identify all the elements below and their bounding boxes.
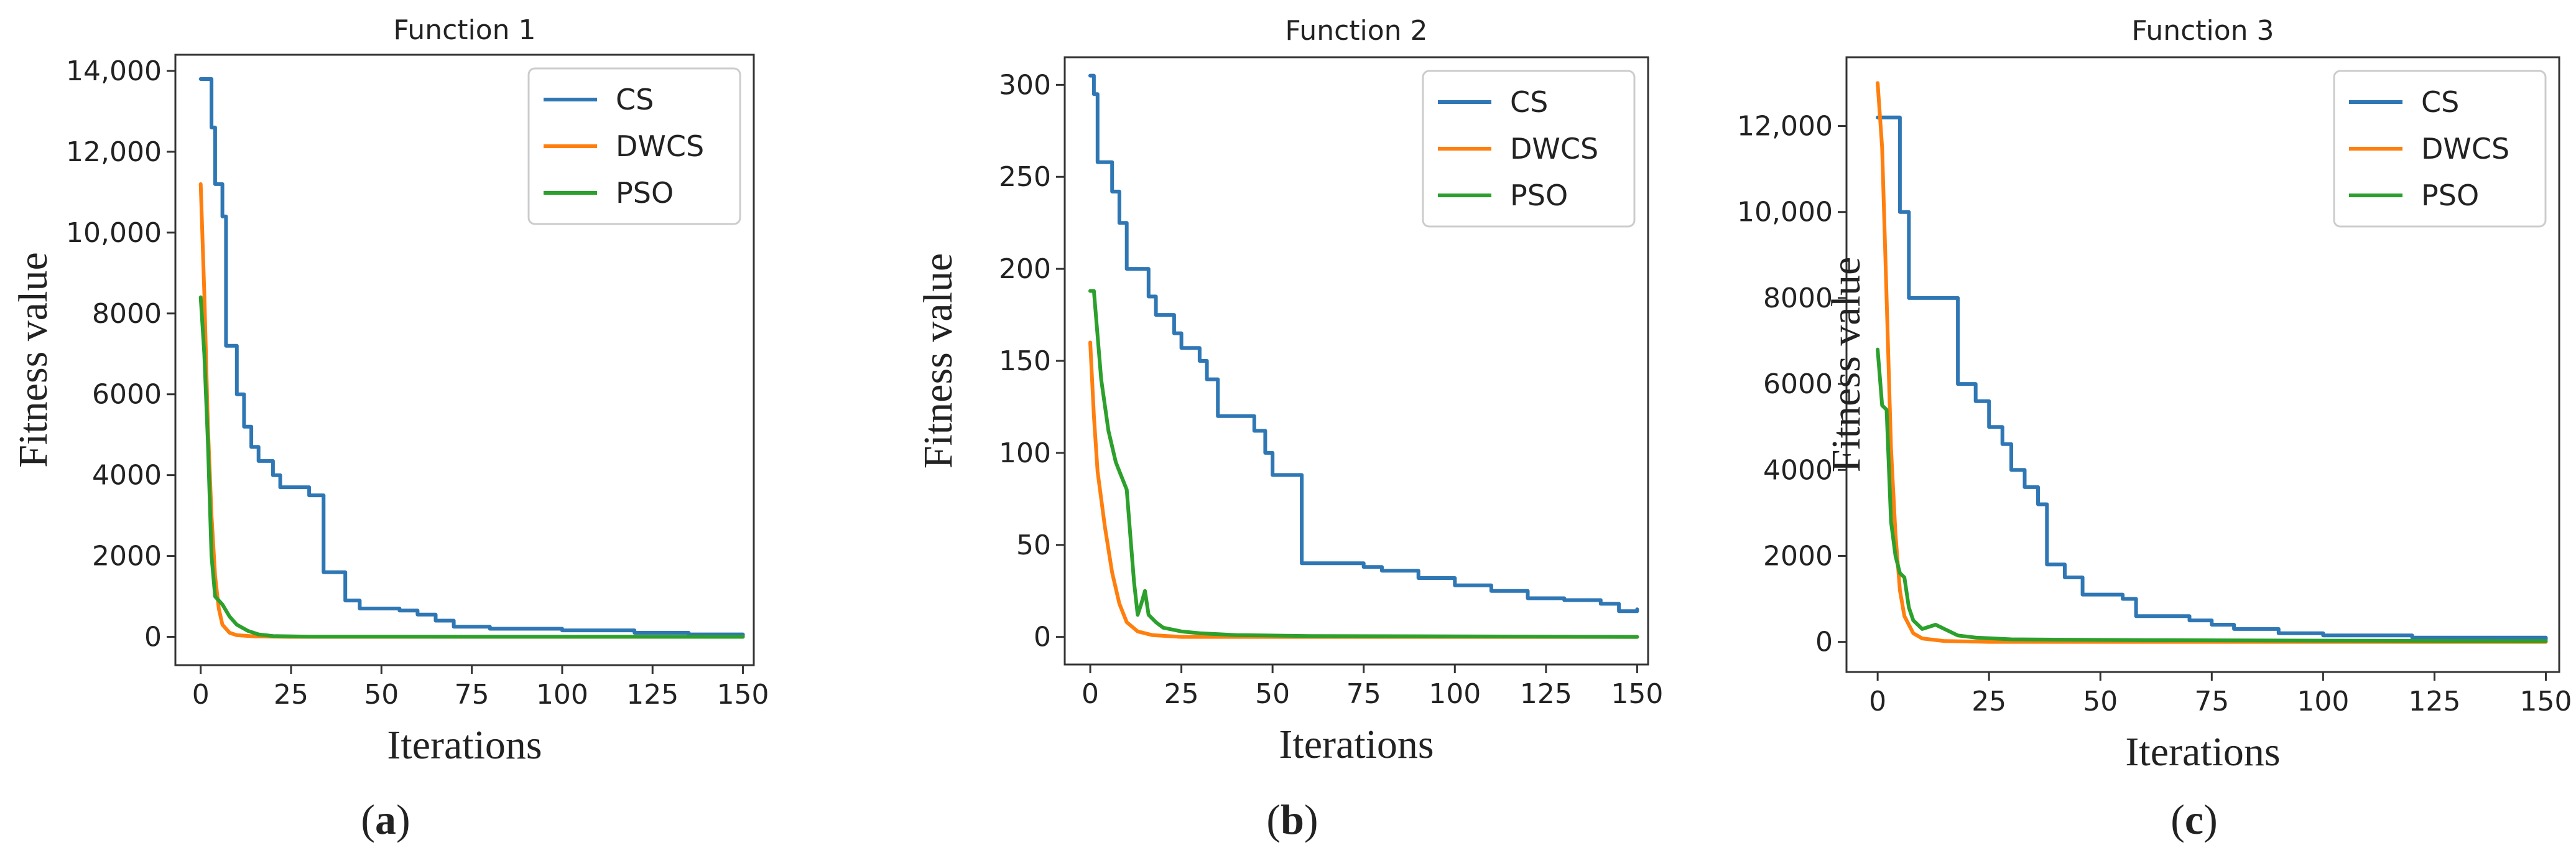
- chart-title: Function 3: [2131, 15, 2274, 47]
- chart-title: Function 2: [1285, 15, 1427, 47]
- panel-caption: (a): [361, 796, 410, 843]
- y-tick-label: 10,000: [66, 217, 162, 249]
- y-tick-label: 8000: [1763, 282, 1833, 314]
- series-line-cs: [1088, 73, 1639, 613]
- y-tick-label: 0: [1034, 622, 1051, 653]
- y-tick-label: 12,000: [66, 136, 162, 168]
- legend-label-pso: PSO: [2421, 179, 2479, 212]
- series-line-pso: [1088, 289, 1639, 639]
- series-line-dwcs: [1088, 340, 1639, 639]
- y-tick-label: 2000: [92, 541, 162, 572]
- series-line-dwcs: [198, 182, 745, 639]
- x-tick-label: 125: [626, 679, 679, 711]
- x-tick-label: 150: [717, 679, 769, 711]
- caption-close-paren: ): [2203, 796, 2218, 843]
- legend-label-cs: CS: [616, 83, 654, 116]
- y-tick-label: 200: [999, 253, 1051, 285]
- x-tick-label: 100: [2297, 686, 2349, 717]
- panel-caption: (b): [1266, 796, 1318, 843]
- y-tick-label: 2000: [1763, 540, 1833, 572]
- x-tick-label: 75: [455, 679, 489, 711]
- legend-box: [2333, 70, 2547, 228]
- legend-label-cs: CS: [2421, 85, 2459, 119]
- y-tick-label: 4000: [1763, 454, 1833, 486]
- caption-open-paren: (: [2171, 796, 2185, 843]
- x-tick-label: 125: [1520, 678, 1572, 710]
- x-axis-label: Iterations: [1279, 722, 1434, 767]
- y-tick-label: 14,000: [66, 55, 162, 87]
- chart-title: Function 1: [393, 14, 535, 46]
- x-tick-label: 125: [2408, 686, 2460, 717]
- caption-letter: b: [1281, 796, 1304, 843]
- legend-label-dwcs: DWCS: [616, 129, 704, 163]
- x-tick-label: 25: [274, 679, 308, 711]
- series-line-dwcs: [1876, 81, 2548, 644]
- caption-letter: a: [375, 796, 396, 843]
- x-tick-label: 0: [192, 679, 210, 711]
- y-axis-label: Fitness value: [915, 253, 961, 469]
- y-tick-label: 6000: [1763, 368, 1833, 400]
- series-line-pso: [198, 295, 745, 639]
- y-tick-label: 6000: [92, 379, 162, 411]
- legend-label-dwcs: DWCS: [1510, 132, 1598, 166]
- y-axis-label: Fitness value: [1823, 257, 1869, 472]
- y-tick-label: 50: [1016, 529, 1051, 561]
- y-axis-label: Fitness value: [11, 252, 56, 467]
- series-line-pso: [1876, 347, 2548, 643]
- caption-close-paren: ): [1304, 796, 1318, 843]
- caption-open-paren: (: [361, 796, 375, 843]
- x-tick-label: 0: [1869, 686, 1886, 717]
- plot-frame: [174, 54, 755, 666]
- y-tick-label: 300: [999, 69, 1051, 101]
- legend-label-cs: CS: [1510, 85, 1548, 119]
- caption-letter: c: [2185, 796, 2203, 843]
- x-tick-label: 150: [1611, 678, 1663, 710]
- plot-frame: [1845, 56, 2560, 673]
- y-tick-label: 100: [999, 437, 1051, 469]
- y-tick-label: 10,000: [1737, 197, 1833, 228]
- series-line-cs: [1876, 115, 2548, 641]
- legend-label-dwcs: DWCS: [2421, 132, 2509, 166]
- y-tick-label: 12,000: [1737, 111, 1833, 142]
- x-tick-label: 75: [2194, 686, 2229, 717]
- y-tick-label: 4000: [92, 460, 162, 492]
- x-tick-label: 100: [536, 679, 588, 711]
- panel-1: Function 1 0 25 50 75 100 125 150 0 2000 4000 6000 8…: [11, 14, 769, 843]
- legend-label-pso: PSO: [616, 176, 674, 210]
- y-tick-label: 250: [999, 161, 1051, 193]
- legend-label-pso: PSO: [1510, 179, 1568, 212]
- caption-close-paren: ): [396, 796, 410, 843]
- series-line-cs: [198, 77, 745, 637]
- legend: CS DWCS PSO: [2333, 70, 2547, 228]
- x-tick-label: 50: [364, 679, 399, 711]
- x-tick-label: 50: [1255, 678, 1290, 710]
- panel-2: Function 2 0 25 50 75 100 125 150 0 50 100 150 200 25…: [915, 15, 1663, 843]
- y-tick-label: 0: [1815, 627, 1833, 658]
- x-tick-label: 75: [1346, 678, 1381, 710]
- x-axis-label: Iterations: [387, 722, 542, 768]
- panel-caption: (c): [2171, 796, 2218, 843]
- x-tick-label: 25: [1971, 686, 2006, 717]
- x-tick-label: 50: [2083, 686, 2118, 717]
- panel-3: Function 3 0 25 50 75 100 125 150 0 2000 4000 6000 8…: [1737, 15, 2572, 843]
- legend-box: [1422, 70, 1636, 228]
- x-tick-label: 0: [1082, 678, 1099, 710]
- x-tick-label: 150: [2520, 686, 2572, 717]
- y-tick-label: 8000: [92, 298, 162, 330]
- y-tick-label: 150: [999, 345, 1051, 377]
- x-tick-label: 25: [1164, 678, 1199, 710]
- legend-box: [527, 67, 741, 225]
- y-tick-label: 0: [144, 622, 162, 653]
- legend: CS DWCS PSO: [1422, 70, 1636, 228]
- caption-open-paren: (: [1266, 796, 1281, 843]
- x-axis-label: Iterations: [2125, 729, 2280, 775]
- legend: CS DWCS PSO: [527, 67, 741, 225]
- x-tick-label: 100: [1429, 678, 1481, 710]
